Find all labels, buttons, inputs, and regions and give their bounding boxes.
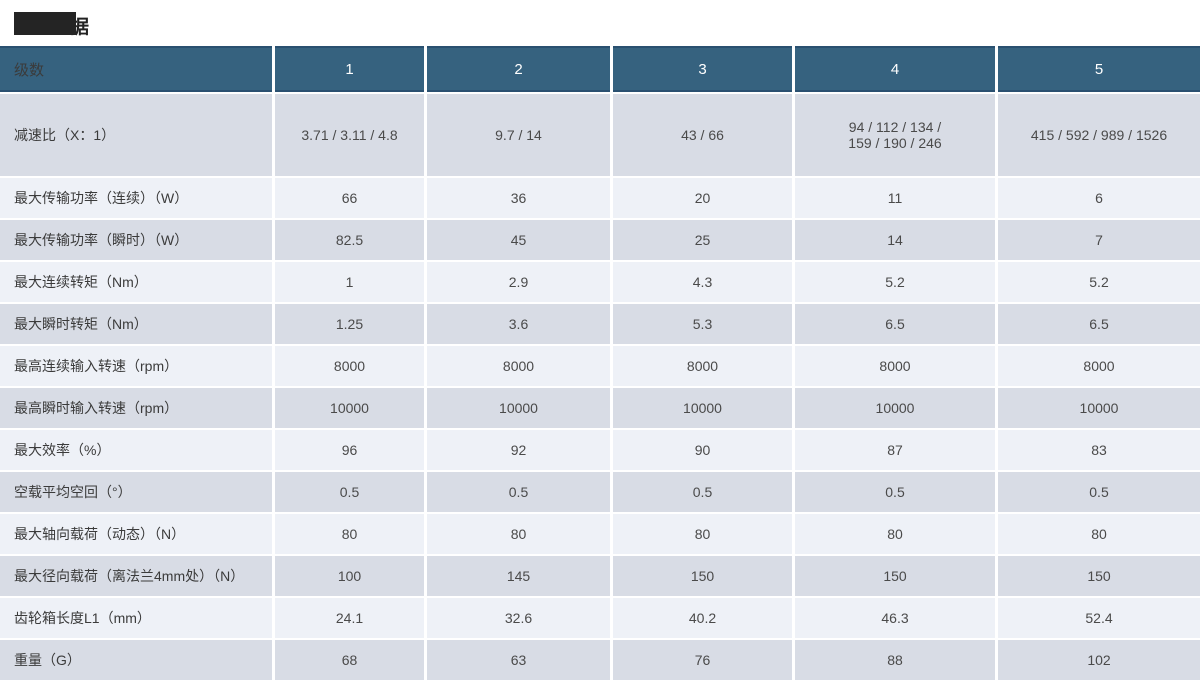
row-label: 最大连续转矩（Nm）	[0, 262, 272, 302]
cell-value: 6.5	[795, 304, 995, 344]
cell-value: 40.2	[613, 598, 792, 638]
redaction-box	[14, 12, 76, 35]
cell-value: 415 / 592 / 989 / 1526	[998, 94, 1200, 176]
cell-value: 94 / 112 / 134 / 159 / 190 / 246	[795, 94, 995, 176]
cell-value: 10000	[427, 388, 610, 428]
cell-value: 0.5	[275, 472, 424, 512]
cell-value: 0.5	[795, 472, 995, 512]
cell-value: 8000	[613, 346, 792, 386]
cell-value: 25	[613, 220, 792, 260]
cell-value: 10000	[275, 388, 424, 428]
row-label: 减速比（X：1）	[0, 94, 272, 176]
cell-value: 2.9	[427, 262, 610, 302]
cell-value: 80	[427, 514, 610, 554]
cell-value: 0.5	[427, 472, 610, 512]
row-label: 空载平均空回（°）	[0, 472, 272, 512]
cell-value: 6.5	[998, 304, 1200, 344]
cell-value: 80	[795, 514, 995, 554]
cell-value: 20	[613, 178, 792, 218]
row-label: 最大效率（%）	[0, 430, 272, 470]
cell-value: 11	[795, 178, 995, 218]
cell-value: 32.6	[427, 598, 610, 638]
cell-value: 46.3	[795, 598, 995, 638]
row-label: 最大径向载荷（离法兰4mm处）（N）	[0, 556, 272, 596]
cell-value: 5.2	[998, 262, 1200, 302]
cell-value: 10000	[613, 388, 792, 428]
cell-value: 80	[998, 514, 1200, 554]
row-label: 最大传输功率（瞬时）（W）	[0, 220, 272, 260]
cell-value: 8000	[427, 346, 610, 386]
cell-value: 92	[427, 430, 610, 470]
row-label: 齿轮箱长度L1（mm）	[0, 598, 272, 638]
header-cell-stage: 级数	[0, 46, 272, 92]
cell-value: 6	[998, 178, 1200, 218]
cell-value: 87	[795, 430, 995, 470]
header-cell-col3: 3	[613, 46, 792, 92]
header-cell-col1: 1	[275, 46, 424, 92]
cell-value: 96	[275, 430, 424, 470]
cell-value: 82.5	[275, 220, 424, 260]
cell-value: 43 / 66	[613, 94, 792, 176]
header-cell-col4: 4	[795, 46, 995, 92]
spec-table: 级数 1 2 3 4 5 减速比（X：1） 3.71 / 3.11 / 4.8 …	[0, 46, 1200, 680]
cell-value: 83	[998, 430, 1200, 470]
cell-value: 5.3	[613, 304, 792, 344]
cell-value: 14	[795, 220, 995, 260]
cell-value: 150	[613, 556, 792, 596]
cell-value: 4.3	[613, 262, 792, 302]
cell-value: 150	[795, 556, 995, 596]
cell-value: 100	[275, 556, 424, 596]
header-cell-col5: 5	[998, 46, 1200, 92]
row-label: 最高瞬时输入转速（rpm）	[0, 388, 272, 428]
cell-value: 10000	[795, 388, 995, 428]
cell-value: 7	[998, 220, 1200, 260]
cell-value: 24.1	[275, 598, 424, 638]
cell-value: 145	[427, 556, 610, 596]
row-label: 最大轴向载荷（动态）（N）	[0, 514, 272, 554]
cell-value: 0.5	[613, 472, 792, 512]
cell-value: 80	[275, 514, 424, 554]
cell-value: 8000	[998, 346, 1200, 386]
cell-value: 66	[275, 178, 424, 218]
cell-value: 3.71 / 3.11 / 4.8	[275, 94, 424, 176]
cell-value: 52.4	[998, 598, 1200, 638]
cell-value: 45	[427, 220, 610, 260]
page-title-area: 据	[0, 0, 1200, 46]
cell-value: 8000	[795, 346, 995, 386]
cell-value: 68	[275, 640, 424, 680]
cell-value: 63	[427, 640, 610, 680]
cell-value: 36	[427, 178, 610, 218]
row-label: 最高连续输入转速（rpm）	[0, 346, 272, 386]
cell-value: 8000	[275, 346, 424, 386]
cell-value: 90	[613, 430, 792, 470]
cell-value: 0.5	[998, 472, 1200, 512]
row-label: 最大瞬时转矩（Nm）	[0, 304, 272, 344]
cell-value: 3.6	[427, 304, 610, 344]
cell-value: 102	[998, 640, 1200, 680]
cell-value: 80	[613, 514, 792, 554]
header-cell-col2: 2	[427, 46, 610, 92]
cell-value: 5.2	[795, 262, 995, 302]
row-label: 重量（G）	[0, 640, 272, 680]
cell-value: 9.7 / 14	[427, 94, 610, 176]
cell-value: 150	[998, 556, 1200, 596]
cell-value: 88	[795, 640, 995, 680]
cell-value: 1	[275, 262, 424, 302]
cell-value: 1.25	[275, 304, 424, 344]
row-label: 最大传输功率（连续）（W）	[0, 178, 272, 218]
cell-value: 10000	[998, 388, 1200, 428]
cell-value: 76	[613, 640, 792, 680]
